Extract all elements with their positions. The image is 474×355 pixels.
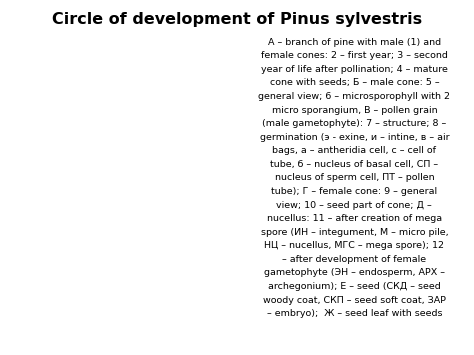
Text: micro sporangium, В – pollen grain: micro sporangium, В – pollen grain [272,105,437,115]
Text: Circle of development of Pinus sylvestris: Circle of development of Pinus sylvestri… [52,12,422,27]
Text: tube); Г – female cone: 9 – general: tube); Г – female cone: 9 – general [271,187,438,196]
Text: spore (ИН – integument, М – micro pile,: spore (ИН – integument, М – micro pile, [261,228,448,237]
Text: НЦ – nucellus, МГС – mega spore); 12: НЦ – nucellus, МГС – mega spore); 12 [264,241,444,250]
Text: general view; 6 – microsporophyll with 2: general view; 6 – microsporophyll with 2 [258,92,450,101]
Text: cone with seeds; Б – male cone: 5 –: cone with seeds; Б – male cone: 5 – [270,78,439,87]
Text: A – branch of pine with male (1) and: A – branch of pine with male (1) and [268,38,441,47]
Text: female cones: 2 – first year; 3 – second: female cones: 2 – first year; 3 – second [261,51,448,60]
Text: germination (э - exine, и – intine, в – air: germination (э - exine, и – intine, в – … [259,133,449,142]
Text: year of life after pollination; 4 – mature: year of life after pollination; 4 – matu… [261,65,448,74]
Text: – embryo);  Ж – seed leaf with seeds: – embryo); Ж – seed leaf with seeds [266,309,442,318]
Text: tube, б – nucleus of basal cell, СП –: tube, б – nucleus of basal cell, СП – [270,160,438,169]
Text: – after development of female: – after development of female [282,255,427,264]
Text: archegonium); Е – seed (СКД – seed: archegonium); Е – seed (СКД – seed [268,282,441,291]
Text: view; 10 – seed part of cone; Д –: view; 10 – seed part of cone; Д – [276,201,432,209]
Text: bags, а – antheridia cell, с – cell of: bags, а – antheridia cell, с – cell of [273,146,436,155]
Text: nucellus: 11 – after creation of mega: nucellus: 11 – after creation of mega [267,214,442,223]
Text: gametophyte (ЭН – endosperm, АРХ –: gametophyte (ЭН – endosperm, АРХ – [264,268,445,277]
Text: nucleus of sperm cell, ПТ – pollen: nucleus of sperm cell, ПТ – pollen [274,174,434,182]
Text: woody coat, СКП – seed soft coat, ЗАР: woody coat, СКП – seed soft coat, ЗАР [263,296,446,305]
Text: (male gametophyte): 7 – structure; 8 –: (male gametophyte): 7 – structure; 8 – [262,119,447,128]
